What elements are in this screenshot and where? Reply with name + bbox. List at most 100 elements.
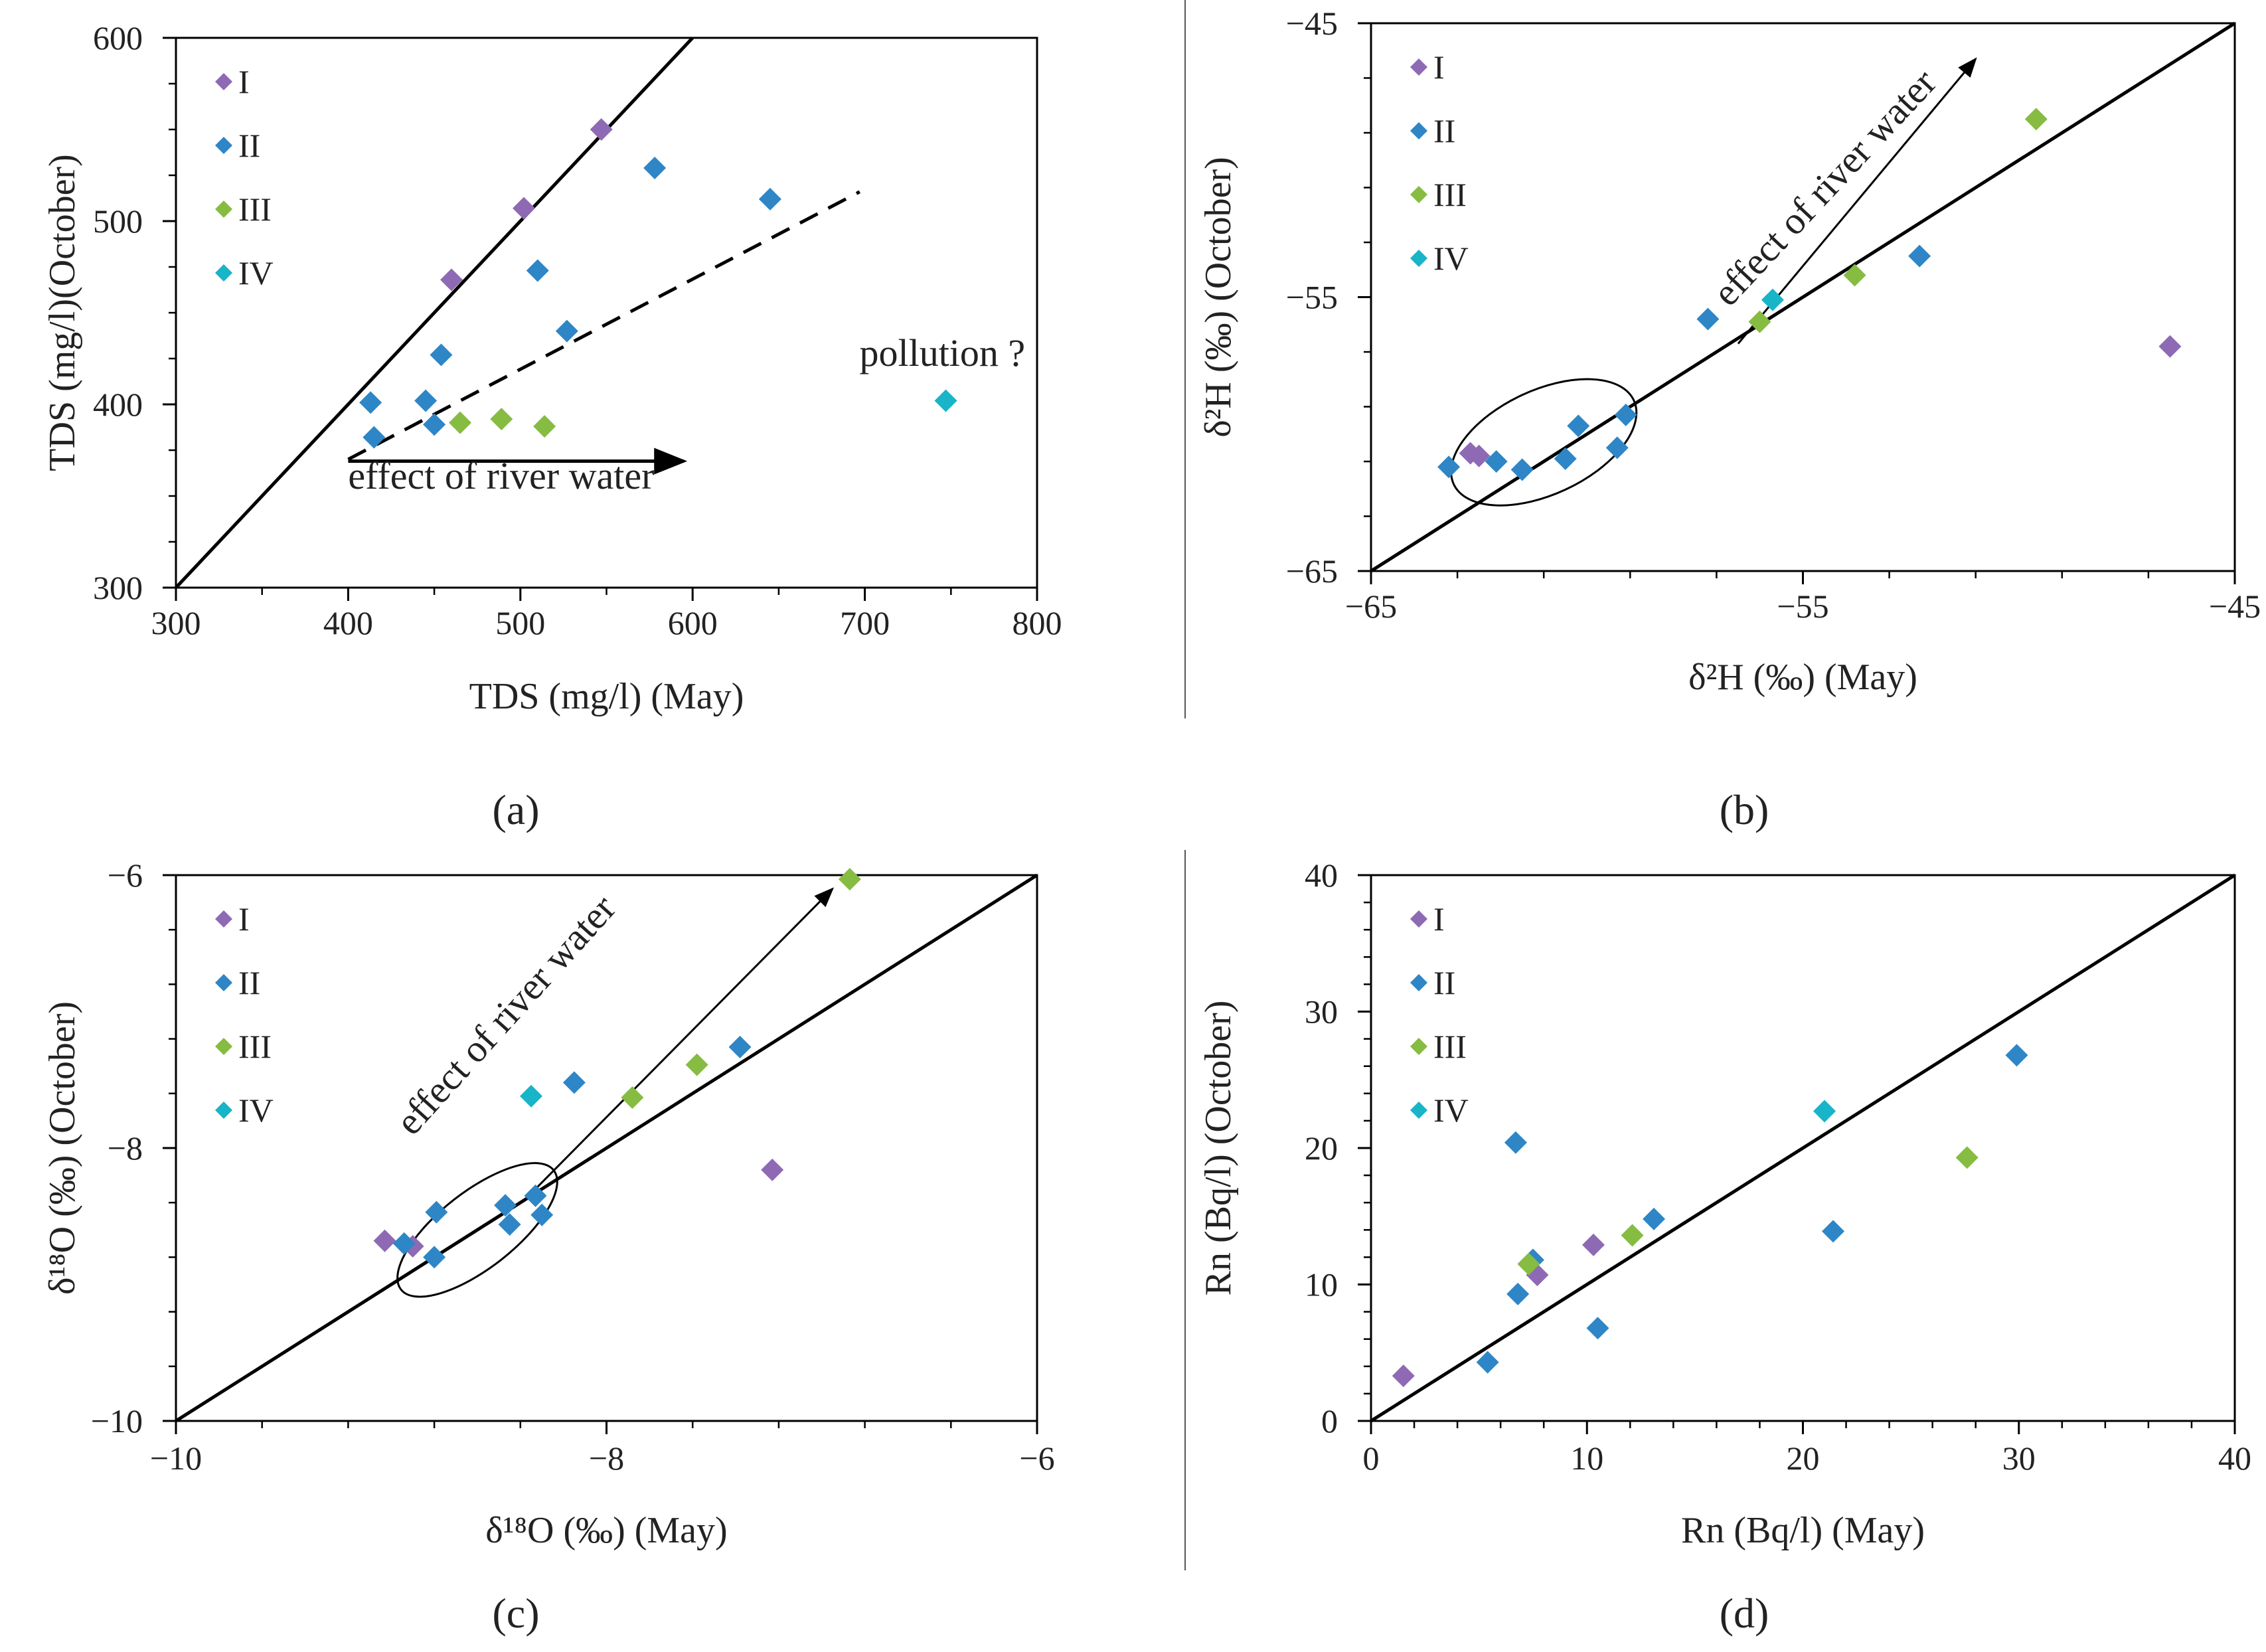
y-tick-label: −8 [108, 1129, 143, 1167]
panel-label-c: (c) [492, 1590, 540, 1637]
data-point-series-III [685, 1053, 708, 1076]
annotation-text: pollution ? [859, 331, 1025, 374]
data-point-series-II [555, 319, 578, 343]
dashed-trend-line [347, 190, 860, 461]
chart-d: 0 10 20 30 40 0 10 20 30 40 Rn (Bq/l) (May) Rn (Bq/… [1198, 857, 2251, 1551]
data-point-series-III [621, 1086, 644, 1109]
data-point-series-I [2158, 335, 2182, 358]
legend-marker-III [1410, 186, 1427, 203]
data-point-series-II [526, 259, 549, 282]
chart-a: 300 400 500 600 700 800 300 400 500 600 TDS (mg/l)… [42, 19, 1062, 717]
data-point-series-II [1696, 307, 1720, 331]
x-tick-label: −45 [2209, 588, 2261, 625]
y-tick-label: −45 [1286, 5, 1338, 42]
data-point-series-III [1517, 1252, 1540, 1276]
x-tick-label: −6 [1019, 1440, 1054, 1477]
legend-label-II: II [238, 127, 260, 164]
x-axis-label: δ²H (‰) (May) [1688, 657, 1917, 698]
y-tick-label: −10 [91, 1402, 143, 1440]
annotation-text: effect of river water [387, 886, 624, 1143]
legend-label-I: I [1433, 48, 1445, 86]
data-point-series-I [401, 1234, 424, 1258]
legend-marker-I [1410, 910, 1427, 928]
legend-label-II: II [238, 964, 260, 1001]
legend-label-III: III [1433, 176, 1467, 213]
x-axis-label: TDS (mg/l) (May) [469, 676, 744, 717]
y-tick-label: −55 [1286, 279, 1338, 316]
one-to-one-line [175, 37, 694, 589]
x-tick-label: 300 [151, 604, 201, 641]
data-point-series-I [761, 1158, 784, 1181]
x-tick-label: −55 [1777, 588, 1828, 625]
data-point-series-II [423, 1246, 446, 1269]
data-point-series-III [533, 415, 556, 438]
y-tick-label: 600 [93, 19, 143, 56]
one-to-one-line [1370, 873, 2236, 1423]
data-point-series-III [1748, 310, 1771, 333]
data-point-series-II [758, 187, 781, 210]
panel-label-d: (d) [1719, 1590, 1769, 1637]
x-tick-label: 800 [1012, 604, 1062, 641]
y-tick-label: 500 [93, 203, 143, 240]
legend-marker-III [1410, 1038, 1427, 1055]
legend-marker-I [1410, 58, 1427, 76]
data-point-series-II [1476, 1351, 1499, 1374]
data-point-series-I [440, 268, 463, 291]
legend-marker-I [215, 910, 232, 928]
data-point-series-III [1621, 1224, 1644, 1247]
x-tick-label: 600 [668, 604, 718, 641]
data-point-series-II [643, 156, 667, 179]
data-point-series-I [1467, 444, 1491, 467]
data-point-series-I [1526, 1264, 1549, 1287]
data-point-series-II [1437, 455, 1461, 479]
legend-label-III: III [238, 191, 272, 228]
data-point-series-III [449, 411, 472, 434]
data-point-series-III [2024, 108, 2048, 131]
data-point-series-II [1485, 450, 1508, 473]
data-point-series-II [1605, 436, 1629, 459]
y-tick-label: 0 [1321, 1402, 1338, 1440]
legend-marker-I [215, 73, 232, 90]
x-tick-label: 40 [2218, 1440, 2251, 1477]
data-point-series-II [430, 343, 453, 367]
panel-label-b: (b) [1719, 786, 1769, 833]
data-point-series-II [524, 1184, 547, 1207]
vertical-divider-top [1184, 0, 1186, 718]
x-tick-label: 0 [1363, 1440, 1380, 1477]
legend-marker-IV [215, 1102, 232, 1119]
legend-marker-IV [1410, 1102, 1427, 1119]
data-point-series-III [1843, 264, 1866, 287]
x-axis-label: δ¹⁸O (‰) (May) [485, 1510, 727, 1551]
annotation-text: effect of river water [348, 454, 654, 497]
data-point-series-II [1908, 244, 1931, 268]
legend-marker-II [1410, 122, 1427, 139]
y-tick-label: 30 [1305, 993, 1338, 1031]
x-tick-label: −65 [1345, 588, 1397, 625]
data-point-series-II [1643, 1207, 1666, 1230]
data-point-series-IV [1761, 288, 1784, 311]
y-tick-label: 300 [93, 569, 143, 606]
legend-label-IV: IV [238, 254, 274, 291]
y-tick-label: 40 [1305, 857, 1338, 894]
legend-label-IV: IV [1433, 240, 1469, 277]
cluster-ellipse [1450, 378, 1638, 507]
x-tick-label: 10 [1570, 1440, 1603, 1477]
data-point-series-III [1955, 1146, 1979, 1169]
data-point-series-II [2005, 1044, 2028, 1067]
y-tick-label: 10 [1305, 1266, 1338, 1303]
y-axis-label: δ²H (‰) (October) [1198, 157, 1239, 438]
data-point-series-II [359, 391, 382, 414]
vertical-divider-bottom [1184, 850, 1186, 1570]
y-tick-label: −6 [108, 857, 143, 894]
data-point-series-III [490, 408, 513, 431]
y-tick-label: −65 [1286, 552, 1338, 590]
data-point-series-IV [934, 389, 957, 412]
y-axis-label: TDS (mg/l)(October) [42, 154, 83, 471]
annotation-text: effect of river water [1704, 60, 1945, 314]
data-point-series-II [1504, 1131, 1527, 1154]
data-point-series-II [423, 413, 446, 436]
x-tick-label: 20 [1787, 1440, 1820, 1477]
data-point-series-II [1554, 447, 1577, 470]
legend-label-II: II [1433, 964, 1455, 1001]
legend-marker-III [215, 1038, 232, 1055]
